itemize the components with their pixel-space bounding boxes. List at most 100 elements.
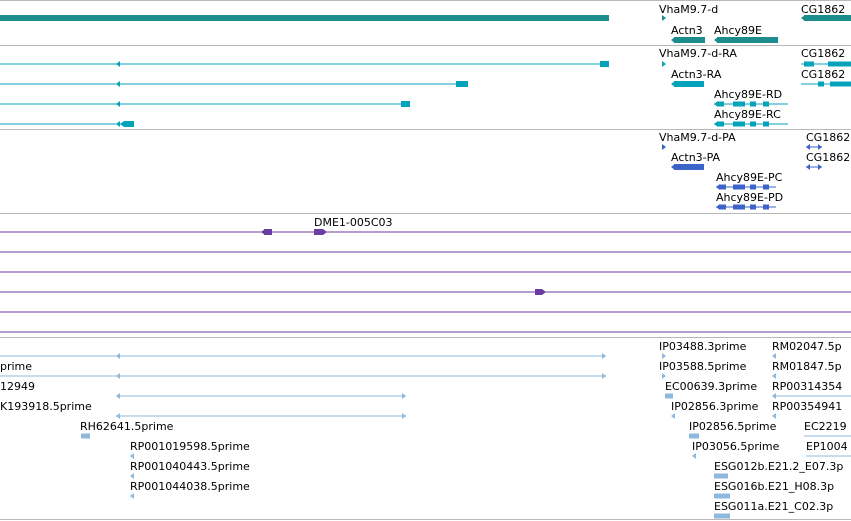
strand-arrow-left xyxy=(671,413,675,419)
feature-block[interactable] xyxy=(689,433,699,439)
est-label: EC2219 xyxy=(804,420,847,433)
gene-block[interactable] xyxy=(717,37,778,43)
feature-block[interactable] xyxy=(718,121,724,127)
est-label: EP1004 xyxy=(806,440,848,453)
feature-block[interactable] xyxy=(763,121,769,127)
strand-arrow-left xyxy=(714,37,718,43)
strand-arrow-right xyxy=(818,164,822,170)
strand-arrow-left xyxy=(116,101,120,107)
feature-block[interactable] xyxy=(750,121,756,127)
strand-arrow-right xyxy=(662,353,666,359)
est-label: RP00314354 xyxy=(772,380,842,393)
strand-arrow-left xyxy=(714,121,718,127)
est-label: prime xyxy=(0,360,32,373)
est-label: RH62641.5prime xyxy=(80,420,174,433)
est-label: IP02856.3prime xyxy=(671,400,759,413)
strand-arrow-left xyxy=(692,453,696,459)
est-label: RM01847.5p xyxy=(772,360,842,373)
strand-arrow-left xyxy=(116,353,120,359)
feature-block[interactable] xyxy=(718,101,724,107)
feature-block[interactable] xyxy=(804,61,814,67)
feature-block[interactable] xyxy=(314,229,323,235)
gene-block[interactable] xyxy=(0,15,609,21)
strand-arrow-left xyxy=(116,413,120,419)
protein-label: VhaM9.7-d-PA xyxy=(659,131,736,144)
strand-arrow-left xyxy=(116,373,120,379)
feature-block[interactable] xyxy=(264,229,272,235)
strand-arrow-left xyxy=(772,373,776,379)
feature-block[interactable] xyxy=(401,101,410,107)
strand-arrow-right xyxy=(602,353,606,359)
strand-arrow-left xyxy=(130,473,134,479)
feature-block[interactable] xyxy=(81,433,90,439)
feature-block[interactable] xyxy=(733,101,745,107)
protein-label: CG1862 xyxy=(806,151,850,164)
strand-arrow-left xyxy=(772,413,776,419)
gene-label: CG1862 xyxy=(801,3,845,16)
feature-block[interactable] xyxy=(124,121,134,127)
strand-arrow-right xyxy=(662,144,666,150)
repeat-label: DME1-005C03 xyxy=(314,216,393,229)
est-label: RP001044038.5prime xyxy=(130,480,250,493)
feature-block[interactable] xyxy=(674,164,704,170)
strand-arrow-left xyxy=(714,101,718,107)
feature-block[interactable] xyxy=(733,204,745,210)
feature-block[interactable] xyxy=(714,513,730,519)
protein-label: Ahcy89E-PD xyxy=(716,191,783,204)
feature-block[interactable] xyxy=(733,184,745,190)
strand-arrow-left xyxy=(116,81,120,87)
strand-arrow-left xyxy=(772,353,776,359)
transcript-label: CG1862 xyxy=(801,47,845,60)
feature-block[interactable] xyxy=(750,204,756,210)
strand-arrow-left xyxy=(261,229,265,235)
gene-label: VhaM9.7-d xyxy=(659,3,718,16)
est-label: IP03488.3prime xyxy=(659,340,747,353)
strand-arrow-right xyxy=(662,373,666,379)
strand-arrow-left xyxy=(671,164,675,170)
transcript-label: Ahcy89E-RC xyxy=(714,108,781,121)
protein-label: CG1862 xyxy=(806,131,850,144)
gene-block[interactable] xyxy=(804,15,851,21)
transcript-label: VhaM9.7-d-RA xyxy=(659,47,737,60)
strand-arrow-left xyxy=(601,61,605,67)
feature-block[interactable] xyxy=(828,61,851,67)
gene-block[interactable] xyxy=(674,37,705,43)
strand-arrow-left xyxy=(772,393,776,399)
feature-block[interactable] xyxy=(665,393,673,399)
feature-block[interactable] xyxy=(720,204,726,210)
feature-block[interactable] xyxy=(763,101,769,107)
strand-arrow-right xyxy=(402,393,406,399)
feature-block[interactable] xyxy=(818,81,824,87)
feature-block[interactable] xyxy=(763,184,769,190)
strand-arrow-left xyxy=(671,81,675,87)
feature-block[interactable] xyxy=(830,81,851,87)
strand-arrow-left xyxy=(801,15,805,21)
feature-block[interactable] xyxy=(714,473,728,479)
protein-label: Actn3-PA xyxy=(671,151,721,164)
feature-block[interactable] xyxy=(674,81,704,87)
gene-label: Actn3 xyxy=(671,24,703,37)
strand-arrow-right xyxy=(402,413,406,419)
feature-block[interactable] xyxy=(750,101,756,107)
est-label: EC00639.3prime xyxy=(665,380,757,393)
strand-arrow-left xyxy=(671,37,675,43)
feature-block[interactable] xyxy=(750,184,756,190)
strand-arrow-right xyxy=(662,61,666,67)
feature-block[interactable] xyxy=(535,289,542,295)
est-label: IP03056.5prime xyxy=(692,440,780,453)
feature-block[interactable] xyxy=(733,121,745,127)
est-label: K193918.5prime xyxy=(0,400,92,413)
feature-block[interactable] xyxy=(456,81,468,87)
est-label: RP001019598.5prime xyxy=(130,440,250,453)
strand-arrow-left xyxy=(120,121,124,127)
est-label: ESG012b.E21.2_E07.3p xyxy=(714,460,843,473)
strand-arrow-left xyxy=(806,144,810,150)
feature-block[interactable] xyxy=(720,184,726,190)
strand-arrow-left xyxy=(716,184,720,190)
est-label: RM02047.5p xyxy=(772,340,842,353)
strand-arrow-left xyxy=(130,493,134,499)
feature-block[interactable] xyxy=(763,204,769,210)
feature-block[interactable] xyxy=(714,493,730,499)
